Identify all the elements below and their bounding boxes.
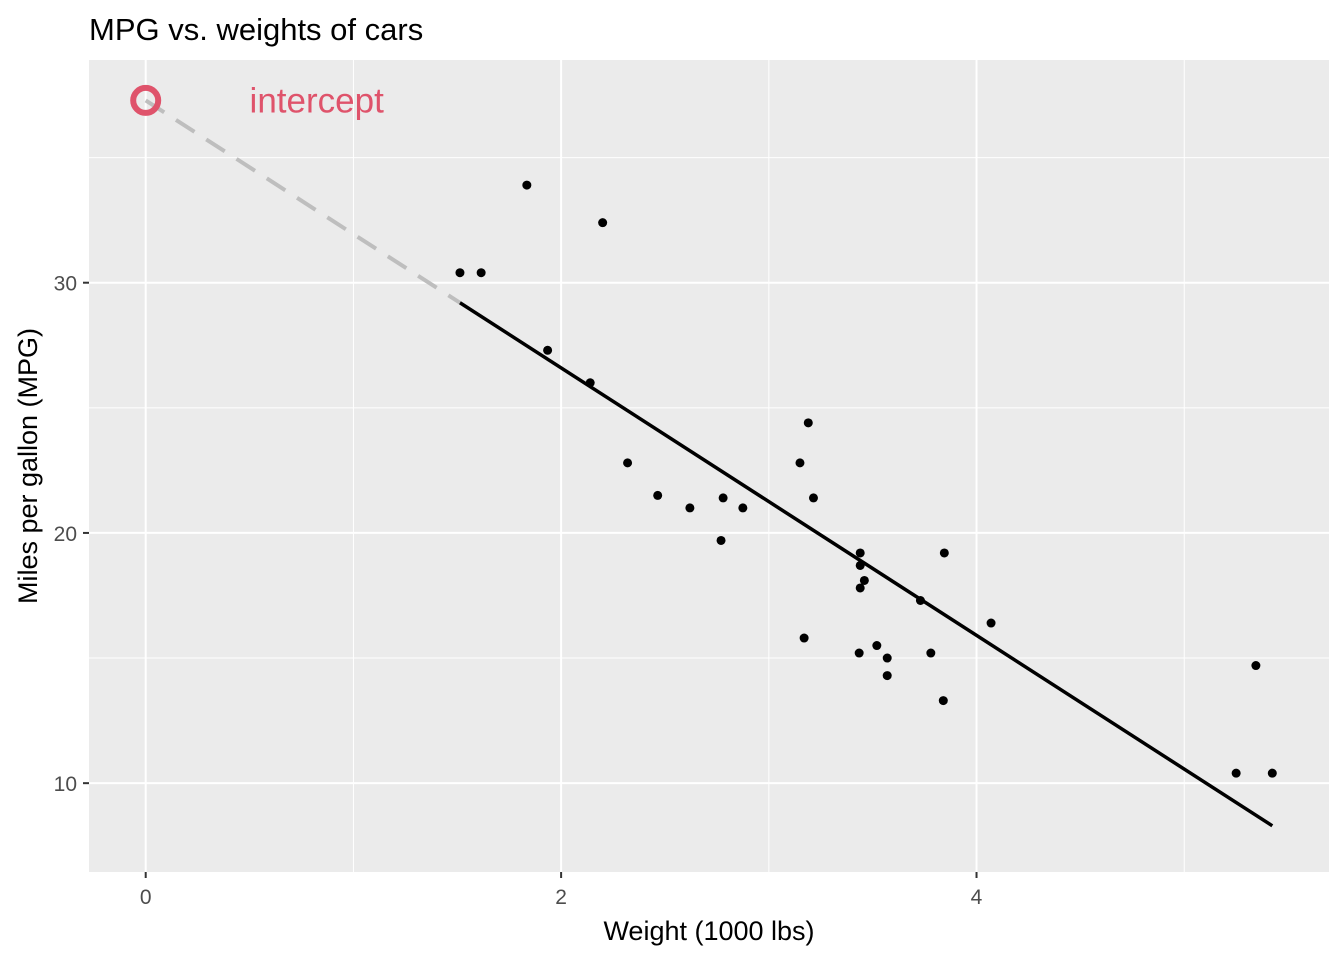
plot-panel bbox=[89, 60, 1329, 872]
regression-line bbox=[459, 301, 1274, 828]
data-point bbox=[716, 535, 726, 545]
data-point bbox=[522, 180, 532, 190]
data-point bbox=[455, 268, 465, 278]
intercept-marker bbox=[130, 84, 162, 116]
data-point bbox=[476, 268, 486, 278]
x-axis: 0 2 4 bbox=[140, 872, 983, 909]
fit-line-layer bbox=[459, 301, 1274, 828]
chart-title: MPG vs. weights of cars bbox=[89, 12, 423, 47]
intercept-label: intercept bbox=[250, 81, 385, 120]
data-point bbox=[855, 560, 865, 570]
data-point bbox=[986, 618, 996, 628]
data-point bbox=[939, 548, 949, 558]
data-point bbox=[1267, 768, 1277, 778]
data-point bbox=[859, 575, 869, 585]
y-axis-title: Miles per gallon (MPG) bbox=[13, 328, 43, 604]
y-tick-label: 20 bbox=[54, 523, 77, 546]
data-point bbox=[808, 493, 818, 503]
data-point bbox=[799, 633, 809, 643]
data-point bbox=[543, 345, 553, 355]
data-points bbox=[455, 180, 1277, 778]
data-point bbox=[718, 493, 728, 503]
major-gridlines bbox=[89, 60, 1329, 872]
y-axis: 10 20 30 bbox=[54, 273, 89, 796]
data-point bbox=[653, 490, 663, 500]
data-point bbox=[623, 458, 633, 468]
data-point bbox=[795, 458, 805, 468]
x-tick-label: 2 bbox=[555, 886, 567, 909]
y-tick-label: 30 bbox=[54, 273, 77, 296]
x-tick-label: 4 bbox=[971, 886, 983, 909]
data-point bbox=[803, 418, 813, 428]
minor-gridlines bbox=[89, 60, 1329, 872]
data-point bbox=[1251, 661, 1261, 671]
x-tick-label: 0 bbox=[140, 886, 152, 909]
x-axis-title: Weight (1000 lbs) bbox=[603, 916, 814, 946]
data-point bbox=[855, 583, 865, 593]
data-point bbox=[855, 548, 865, 558]
data-point bbox=[872, 641, 882, 651]
data-point bbox=[854, 648, 864, 658]
data-point bbox=[882, 671, 892, 681]
y-tick-label: 10 bbox=[54, 773, 77, 796]
data-point bbox=[926, 648, 936, 658]
data-point bbox=[1231, 768, 1241, 778]
data-point bbox=[882, 653, 892, 663]
data-point bbox=[915, 595, 925, 605]
intercept-marker-layer bbox=[130, 84, 162, 116]
data-point bbox=[585, 378, 595, 388]
data-point bbox=[685, 503, 695, 513]
data-point bbox=[738, 503, 748, 513]
annotations-layer: intercept bbox=[250, 81, 385, 120]
data-point bbox=[938, 696, 948, 706]
extrapolation-layer bbox=[144, 98, 462, 305]
extrapolation-dashed-line bbox=[144, 98, 462, 305]
data-point bbox=[598, 218, 608, 228]
